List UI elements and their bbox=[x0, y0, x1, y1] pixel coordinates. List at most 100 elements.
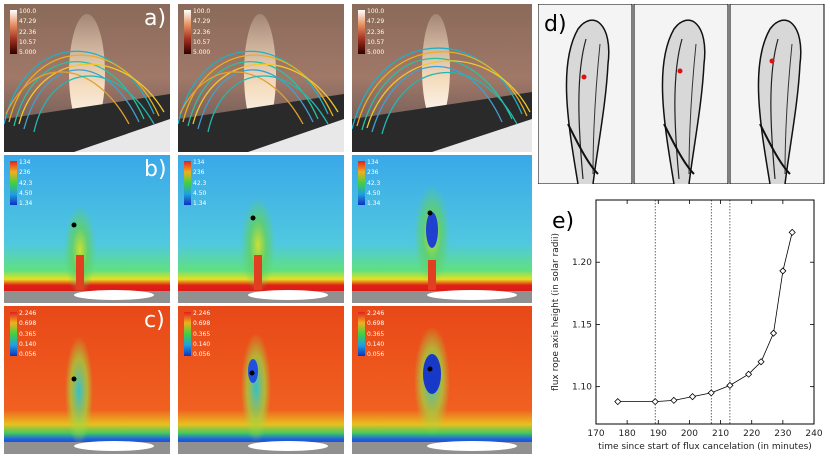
tick: 22.36 bbox=[19, 28, 37, 36]
tick: 236 bbox=[367, 169, 379, 177]
tick: 1.34 bbox=[193, 200, 207, 207]
y-tick-label: 1.15 bbox=[572, 320, 592, 330]
tick: 2.246 bbox=[367, 310, 385, 317]
tick: 42.3 bbox=[367, 179, 381, 187]
tick: 2.246 bbox=[193, 310, 211, 317]
panel-b-frame-2: 134 236 42.3 4.50 1.34 bbox=[178, 155, 344, 303]
tick: 236 bbox=[193, 169, 205, 177]
colorbar-a-ticks: 100.0 47.29 22.36 10.57 5.000 bbox=[19, 8, 36, 56]
colorbar-a bbox=[184, 10, 191, 54]
data-point bbox=[745, 370, 753, 378]
data-point bbox=[614, 398, 622, 406]
density-map bbox=[4, 155, 170, 303]
tick: 0.056 bbox=[367, 351, 385, 358]
tick: 4.50 bbox=[19, 189, 33, 197]
colorbar-c-ticks: 2.246 0.698 0.365 0.140 0.056 bbox=[193, 310, 210, 358]
tick: 0.140 bbox=[19, 340, 37, 348]
tick: 10.57 bbox=[193, 38, 211, 46]
tick: 10.57 bbox=[367, 38, 385, 46]
panel-c-frame-1: 2.246 0.698 0.365 0.140 0.056 c) bbox=[4, 306, 170, 454]
panel-b-frame-3: 134 236 42.3 4.50 1.34 bbox=[352, 155, 532, 303]
tick: 22.36 bbox=[367, 28, 385, 36]
tick: 134 bbox=[19, 159, 31, 166]
tick: 4.50 bbox=[193, 189, 207, 197]
current-density-images bbox=[538, 4, 825, 184]
panel-d-frame-2 bbox=[633, 4, 729, 184]
tick: 0.365 bbox=[367, 330, 385, 338]
tick: 42.3 bbox=[193, 179, 207, 187]
series-line bbox=[617, 232, 793, 402]
colorbar-a bbox=[358, 10, 365, 54]
tick: 0.698 bbox=[19, 320, 37, 328]
tick: 47.29 bbox=[193, 18, 211, 26]
colorbar-a-ticks: 100.0 47.29 22.36 10.57 5.000 bbox=[193, 8, 210, 56]
tick: 4.50 bbox=[367, 189, 381, 197]
tick: 10.57 bbox=[19, 38, 37, 46]
tick: 134 bbox=[367, 159, 379, 166]
tick: 0.365 bbox=[193, 330, 211, 338]
x-tick-label: 180 bbox=[619, 429, 636, 439]
tick: 1.34 bbox=[367, 200, 381, 207]
flux-rope-height-chart: 170 180 190 200 210 220 230 240 1.10 1.15 1.20 e)… bbox=[551, 199, 823, 452]
colorbar-a-ticks: 100.0 47.29 22.36 10.57 5.000 bbox=[367, 8, 384, 56]
tick: 0.140 bbox=[367, 340, 385, 348]
density-map bbox=[352, 155, 532, 303]
data-point bbox=[670, 396, 678, 404]
tick: 0.056 bbox=[19, 351, 37, 358]
colorbar-b bbox=[358, 161, 365, 205]
temperature-map bbox=[4, 306, 170, 454]
x-tick-label: 220 bbox=[743, 429, 760, 439]
x-tick-label: 230 bbox=[774, 429, 791, 439]
colorbar-b bbox=[10, 161, 17, 205]
x-tick-label: 190 bbox=[650, 429, 667, 439]
panel-d: d) bbox=[538, 4, 826, 184]
data-point bbox=[688, 393, 697, 401]
tick: 0.698 bbox=[367, 320, 385, 328]
panel-e: 170 180 190 200 210 220 230 240 1.10 1.15 1.20 e)… bbox=[538, 188, 826, 456]
tick: 0.365 bbox=[19, 330, 37, 338]
field-lines-render bbox=[4, 4, 170, 152]
x-axis-ticks: 170 180 190 200 210 220 230 240 bbox=[587, 200, 823, 439]
tick: 2.246 bbox=[19, 310, 37, 317]
reference-lines bbox=[654, 200, 731, 424]
data-point bbox=[757, 358, 765, 366]
tick: 5.000 bbox=[193, 49, 211, 56]
tick: 236 bbox=[19, 169, 31, 177]
tick: 100.0 bbox=[367, 8, 385, 15]
y-axis-ticks: 1.10 1.15 1.20 bbox=[572, 258, 814, 393]
y-tick-label: 1.10 bbox=[572, 383, 592, 393]
colorbar-c-ticks: 2.246 0.698 0.365 0.140 0.056 bbox=[367, 310, 384, 358]
density-map bbox=[178, 155, 344, 303]
tick: 22.36 bbox=[193, 28, 211, 36]
data-point bbox=[788, 228, 796, 236]
temperature-map bbox=[352, 306, 532, 454]
colorbar-c bbox=[184, 312, 191, 356]
tick: 100.0 bbox=[19, 8, 37, 15]
panel-c-frame-3: 2.246 0.698 0.365 0.140 0.056 bbox=[352, 306, 532, 454]
y-tick-label: 1.20 bbox=[572, 258, 592, 268]
panel-d-frame-3 bbox=[729, 4, 825, 184]
colorbar-b bbox=[184, 161, 191, 205]
tick: 5.000 bbox=[367, 49, 385, 56]
x-tick-label: 200 bbox=[681, 429, 698, 439]
colorbar-b-ticks: 134 236 42.3 4.50 1.34 bbox=[19, 159, 32, 207]
panel-b-label: b) bbox=[144, 157, 167, 182]
colorbar-b-ticks: 134 236 42.3 4.50 1.34 bbox=[367, 159, 380, 207]
x-tick-label: 170 bbox=[587, 429, 604, 439]
panel-d-label: d) bbox=[544, 12, 567, 37]
data-point bbox=[726, 381, 734, 389]
data-point bbox=[651, 398, 659, 406]
panel-a-label: a) bbox=[144, 6, 167, 31]
tick: 0.056 bbox=[193, 351, 211, 358]
tick: 5.000 bbox=[19, 49, 37, 56]
colorbar-c bbox=[10, 312, 17, 356]
tick: 0.140 bbox=[193, 340, 211, 348]
colorbar-c-ticks: 2.246 0.698 0.365 0.140 0.056 bbox=[19, 310, 36, 358]
tick: 134 bbox=[193, 159, 205, 166]
colorbar-c bbox=[358, 312, 365, 356]
data-point bbox=[779, 267, 787, 275]
x-tick-label: 210 bbox=[712, 429, 729, 439]
panel-a-frame-1: 100.0 47.29 22.36 10.57 5.000 a) bbox=[4, 4, 170, 152]
tick: 0.698 bbox=[193, 320, 211, 328]
field-lines-render bbox=[352, 4, 532, 152]
